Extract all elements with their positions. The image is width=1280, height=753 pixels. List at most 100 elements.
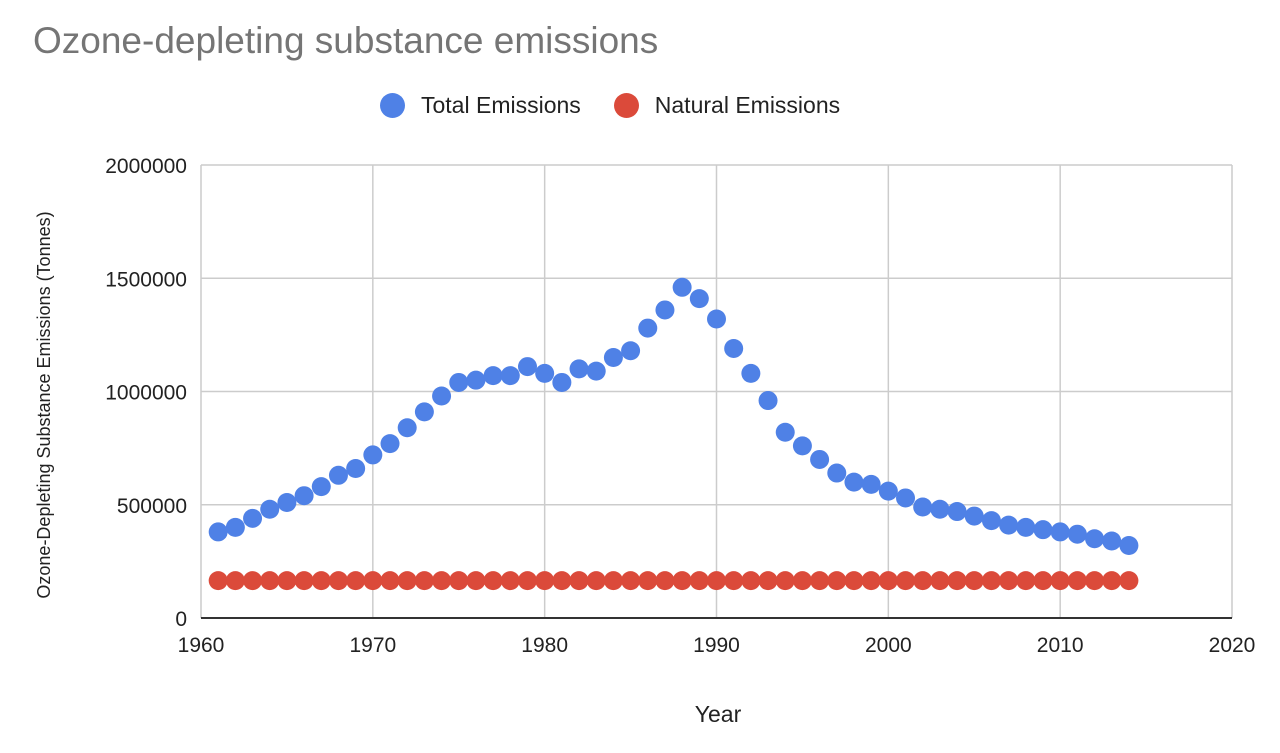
total-emissions-point[interactable] — [861, 474, 881, 494]
natural-emissions-point[interactable] — [1067, 571, 1087, 591]
total-emissions-point[interactable] — [621, 341, 641, 361]
legend-item-natural[interactable]: Natural Emissions — [613, 92, 840, 119]
natural-emissions-point[interactable] — [913, 571, 933, 591]
natural-emissions-point[interactable] — [672, 571, 692, 591]
natural-emissions-point[interactable] — [260, 571, 280, 591]
total-emissions-point[interactable] — [638, 318, 658, 338]
total-emissions-point[interactable] — [500, 366, 520, 386]
natural-emissions-point[interactable] — [896, 571, 916, 591]
total-emissions-point[interactable] — [810, 449, 830, 469]
natural-emissions-point[interactable] — [449, 571, 469, 591]
total-emissions-point[interactable] — [844, 472, 864, 492]
total-emissions-point[interactable] — [913, 497, 933, 517]
total-emissions-point[interactable] — [896, 488, 916, 508]
natural-emissions-point[interactable] — [810, 571, 830, 591]
natural-emissions-point[interactable] — [758, 571, 778, 591]
natural-emissions-point[interactable] — [947, 571, 967, 591]
total-emissions-point[interactable] — [1033, 520, 1053, 540]
natural-emissions-point[interactable] — [586, 571, 606, 591]
natural-emissions-point[interactable] — [483, 571, 503, 591]
total-emissions-point[interactable] — [208, 522, 228, 542]
natural-emissions-point[interactable] — [1050, 571, 1070, 591]
natural-emissions-point[interactable] — [225, 571, 245, 591]
natural-emissions-point[interactable] — [621, 571, 641, 591]
natural-emissions-point[interactable] — [414, 571, 434, 591]
natural-emissions-point[interactable] — [397, 571, 417, 591]
natural-emissions-point[interactable] — [603, 571, 623, 591]
total-emissions-point[interactable] — [483, 366, 503, 386]
natural-emissions-point[interactable] — [208, 571, 228, 591]
natural-emissions-point[interactable] — [827, 571, 847, 591]
total-emissions-point[interactable] — [707, 309, 726, 329]
total-emissions-point[interactable] — [414, 402, 434, 422]
natural-emissions-point[interactable] — [707, 571, 726, 591]
natural-emissions-point[interactable] — [1119, 571, 1139, 591]
total-emissions-point[interactable] — [672, 277, 692, 297]
natural-emissions-point[interactable] — [930, 571, 950, 591]
natural-emissions-point[interactable] — [535, 571, 555, 591]
natural-emissions-point[interactable] — [517, 571, 537, 591]
total-emissions-point[interactable] — [724, 338, 744, 358]
total-emissions-point[interactable] — [311, 477, 331, 497]
total-emissions-point[interactable] — [243, 508, 263, 528]
natural-emissions-point[interactable] — [999, 571, 1019, 591]
total-emissions-point[interactable] — [363, 445, 383, 465]
natural-emissions-point[interactable] — [964, 571, 984, 591]
total-emissions-point[interactable] — [535, 363, 555, 383]
total-emissions-point[interactable] — [586, 361, 606, 381]
natural-emissions-point[interactable] — [775, 571, 795, 591]
natural-emissions-point[interactable] — [1085, 571, 1105, 591]
natural-emissions-point[interactable] — [328, 571, 348, 591]
legend-item-total[interactable]: Total Emissions — [380, 92, 581, 119]
natural-emissions-point[interactable] — [380, 571, 400, 591]
natural-emissions-point[interactable] — [844, 571, 864, 591]
total-emissions-point[interactable] — [964, 506, 984, 526]
total-emissions-point[interactable] — [792, 436, 812, 456]
total-emissions-point[interactable] — [294, 486, 314, 506]
total-emissions-point[interactable] — [1085, 529, 1105, 549]
natural-emissions-point[interactable] — [466, 571, 486, 591]
natural-emissions-point[interactable] — [981, 571, 1001, 591]
natural-emissions-point[interactable] — [311, 571, 331, 591]
total-emissions-point[interactable] — [689, 289, 709, 309]
natural-emissions-point[interactable] — [638, 571, 658, 591]
total-emissions-point[interactable] — [449, 372, 469, 392]
natural-emissions-point[interactable] — [1102, 571, 1122, 591]
total-emissions-point[interactable] — [225, 517, 245, 537]
natural-emissions-point[interactable] — [655, 571, 675, 591]
natural-emissions-point[interactable] — [861, 571, 881, 591]
natural-emissions-point[interactable] — [294, 571, 314, 591]
total-emissions-point[interactable] — [397, 418, 417, 438]
total-emissions-point[interactable] — [947, 502, 967, 522]
natural-emissions-point[interactable] — [243, 571, 263, 591]
total-emissions-point[interactable] — [603, 348, 623, 368]
total-emissions-point[interactable] — [569, 359, 589, 379]
natural-emissions-point[interactable] — [689, 571, 709, 591]
total-emissions-point[interactable] — [552, 372, 572, 392]
natural-emissions-point[interactable] — [878, 571, 898, 591]
total-emissions-point[interactable] — [827, 463, 847, 483]
natural-emissions-point[interactable] — [552, 571, 572, 591]
total-emissions-point[interactable] — [517, 357, 537, 377]
total-emissions-point[interactable] — [328, 465, 348, 485]
total-emissions-point[interactable] — [346, 459, 366, 479]
total-emissions-point[interactable] — [1102, 531, 1122, 551]
total-emissions-point[interactable] — [432, 386, 452, 406]
natural-emissions-point[interactable] — [741, 571, 761, 591]
natural-emissions-point[interactable] — [432, 571, 452, 591]
total-emissions-point[interactable] — [930, 499, 950, 519]
total-emissions-point[interactable] — [981, 511, 1001, 531]
total-emissions-point[interactable] — [741, 363, 761, 383]
total-emissions-point[interactable] — [1119, 536, 1139, 556]
natural-emissions-point[interactable] — [792, 571, 812, 591]
total-emissions-point[interactable] — [380, 434, 400, 454]
total-emissions-point[interactable] — [466, 370, 486, 390]
total-emissions-point[interactable] — [999, 515, 1019, 535]
natural-emissions-point[interactable] — [1033, 571, 1053, 591]
total-emissions-point[interactable] — [878, 481, 898, 501]
total-emissions-point[interactable] — [260, 499, 280, 519]
total-emissions-point[interactable] — [1050, 522, 1070, 542]
natural-emissions-point[interactable] — [346, 571, 366, 591]
natural-emissions-point[interactable] — [724, 571, 744, 591]
natural-emissions-point[interactable] — [569, 571, 589, 591]
